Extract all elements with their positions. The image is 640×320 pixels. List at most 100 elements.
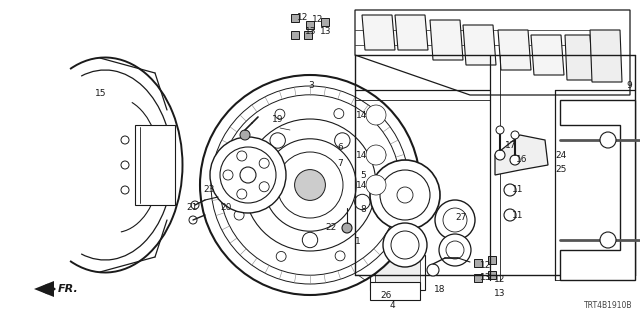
- Circle shape: [376, 150, 386, 160]
- Circle shape: [600, 132, 616, 148]
- Circle shape: [504, 184, 516, 196]
- Bar: [306, 21, 314, 29]
- Circle shape: [376, 209, 387, 219]
- Bar: [304, 31, 312, 39]
- Circle shape: [427, 264, 439, 276]
- Circle shape: [366, 175, 386, 195]
- Circle shape: [435, 200, 475, 240]
- Circle shape: [380, 170, 430, 220]
- Circle shape: [600, 232, 616, 248]
- Circle shape: [366, 145, 386, 165]
- Circle shape: [366, 105, 386, 125]
- Text: 20: 20: [220, 204, 232, 212]
- Circle shape: [495, 150, 505, 160]
- Circle shape: [355, 194, 370, 210]
- Circle shape: [334, 109, 344, 118]
- Text: 22: 22: [325, 223, 336, 233]
- Circle shape: [511, 131, 519, 139]
- Text: 23: 23: [203, 186, 214, 195]
- Circle shape: [237, 189, 247, 199]
- Polygon shape: [531, 35, 564, 75]
- Circle shape: [391, 231, 419, 259]
- Text: 14: 14: [356, 150, 367, 159]
- Text: 19: 19: [272, 116, 284, 124]
- Circle shape: [335, 251, 345, 261]
- Circle shape: [294, 170, 325, 200]
- Text: 7: 7: [337, 158, 343, 167]
- Circle shape: [397, 187, 413, 203]
- Bar: [474, 274, 482, 282]
- Circle shape: [370, 109, 382, 121]
- Text: 9: 9: [626, 81, 632, 90]
- Text: 27: 27: [455, 213, 467, 222]
- Circle shape: [270, 133, 285, 148]
- Circle shape: [211, 86, 409, 284]
- Text: TRT4B1910B: TRT4B1910B: [584, 301, 632, 310]
- Circle shape: [189, 216, 197, 224]
- Circle shape: [342, 223, 352, 233]
- Text: 12: 12: [297, 13, 308, 22]
- Circle shape: [200, 75, 420, 295]
- Text: 11: 11: [512, 186, 524, 195]
- Circle shape: [191, 201, 199, 209]
- Circle shape: [259, 182, 269, 192]
- Text: 14: 14: [356, 180, 367, 189]
- Text: 26: 26: [380, 292, 392, 300]
- Text: 12: 12: [494, 276, 506, 284]
- Circle shape: [504, 209, 516, 221]
- Bar: [291, 31, 299, 39]
- Polygon shape: [395, 15, 428, 50]
- Text: 6: 6: [337, 143, 343, 153]
- Circle shape: [496, 126, 504, 134]
- Bar: [474, 259, 482, 267]
- Polygon shape: [355, 10, 630, 95]
- Polygon shape: [498, 30, 531, 70]
- Text: 8: 8: [360, 205, 365, 214]
- Polygon shape: [430, 20, 463, 60]
- Text: 25: 25: [555, 165, 566, 174]
- Bar: [291, 14, 299, 22]
- Circle shape: [237, 151, 247, 161]
- Circle shape: [234, 210, 244, 220]
- Text: 14: 14: [356, 110, 367, 119]
- Bar: [488, 271, 496, 279]
- Text: 13: 13: [494, 289, 506, 298]
- Polygon shape: [560, 100, 635, 280]
- Text: 17: 17: [505, 140, 516, 149]
- Circle shape: [443, 208, 467, 232]
- Circle shape: [276, 252, 286, 261]
- Circle shape: [439, 234, 471, 266]
- Bar: [488, 256, 496, 264]
- Circle shape: [335, 133, 350, 148]
- Text: 16: 16: [516, 156, 527, 164]
- Circle shape: [250, 194, 266, 210]
- Polygon shape: [34, 281, 54, 297]
- Circle shape: [240, 167, 256, 183]
- Text: 13: 13: [305, 28, 317, 36]
- Circle shape: [121, 136, 129, 144]
- Circle shape: [223, 170, 233, 180]
- Text: 13: 13: [320, 28, 332, 36]
- Bar: [321, 18, 329, 26]
- Circle shape: [121, 161, 129, 169]
- Circle shape: [220, 95, 400, 275]
- Polygon shape: [463, 25, 496, 65]
- Bar: [370, 255, 425, 290]
- Text: 24: 24: [555, 150, 566, 159]
- Text: FR.: FR.: [58, 284, 79, 294]
- Circle shape: [446, 241, 464, 259]
- Polygon shape: [565, 35, 593, 80]
- Text: 21: 21: [186, 204, 197, 212]
- Circle shape: [259, 158, 269, 168]
- Circle shape: [121, 186, 129, 194]
- Circle shape: [210, 137, 286, 213]
- Polygon shape: [590, 30, 622, 82]
- Polygon shape: [135, 125, 175, 205]
- Text: 15: 15: [95, 89, 106, 98]
- Circle shape: [264, 139, 356, 231]
- Circle shape: [220, 147, 276, 203]
- Polygon shape: [495, 135, 548, 175]
- Circle shape: [240, 130, 250, 140]
- Circle shape: [302, 232, 317, 248]
- Circle shape: [370, 160, 440, 230]
